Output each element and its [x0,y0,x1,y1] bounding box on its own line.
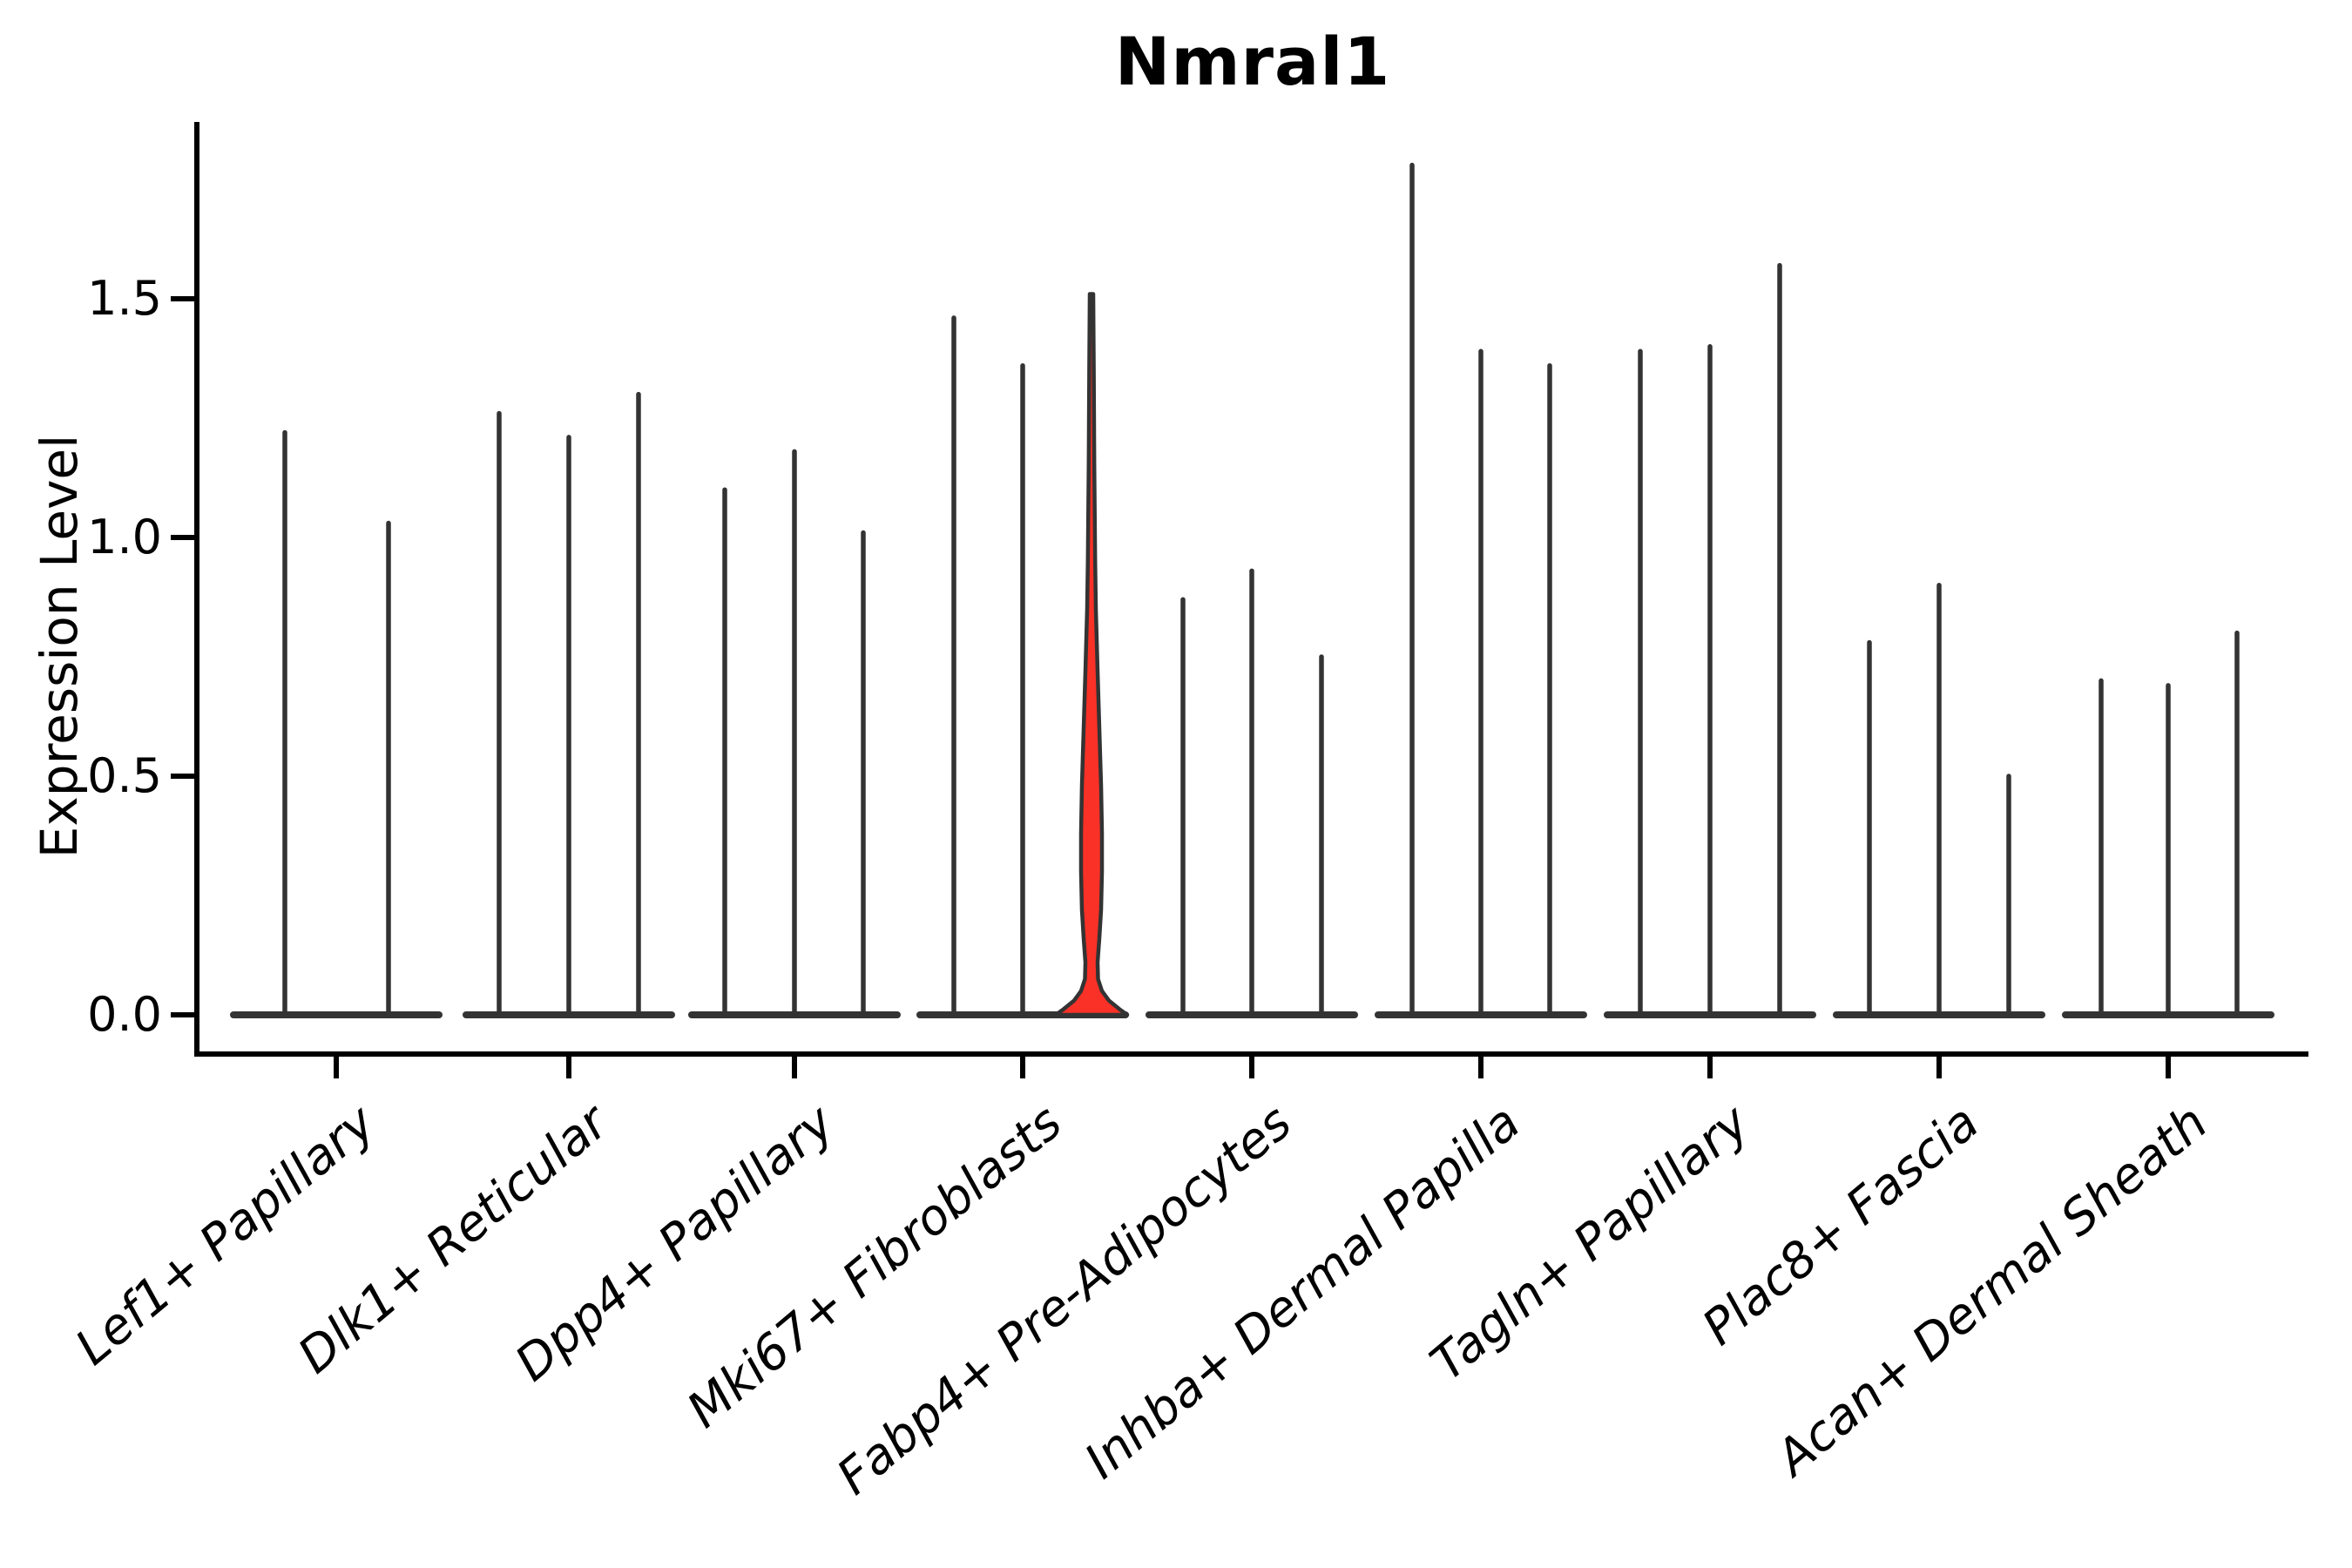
y-tick-label: 0.0 [87,987,162,1042]
y-tick-label: 1.0 [87,510,162,564]
y-tick-label: 1.5 [87,271,162,326]
y-tick-label: 0.5 [87,748,162,803]
axis-spines [194,122,2308,1057]
highlighted-violin [1053,292,1130,1017]
violin-base-bar [230,1011,443,1018]
chart-title: Nmral1 [1114,23,1391,100]
